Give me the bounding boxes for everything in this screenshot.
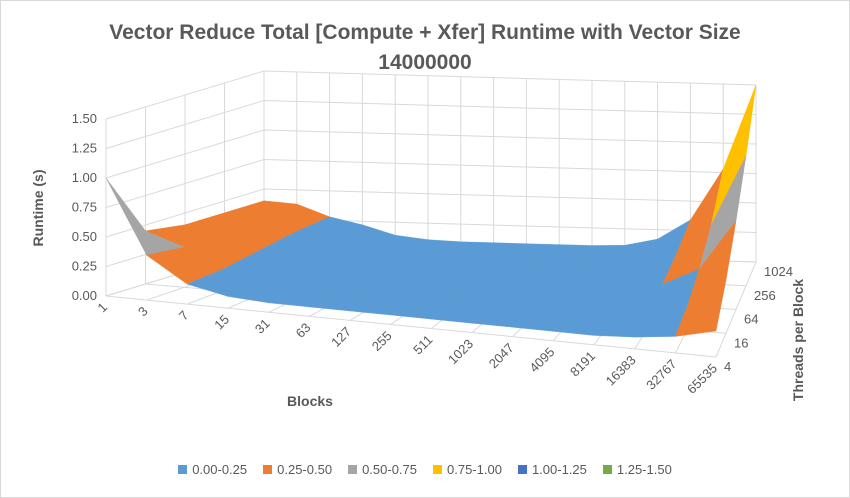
legend-item: 0.50-0.75 xyxy=(348,462,417,477)
x-tick-label: 63 xyxy=(293,320,314,341)
legend-item: 0.25-0.50 xyxy=(263,462,332,477)
x-tick-label: 2047 xyxy=(486,340,517,371)
x-tick-label: 1023 xyxy=(445,336,476,367)
x-tick-label: 127 xyxy=(328,324,354,350)
z-tick-label: 256 xyxy=(754,288,776,303)
x-tick-label: 511 xyxy=(410,332,435,357)
legend-label: 0.50-0.75 xyxy=(362,462,417,477)
surface-cell xyxy=(674,279,727,337)
x-axis-title: Blocks xyxy=(287,393,333,409)
y-tick-label: 1.50 xyxy=(72,111,97,126)
legend-label: 0.75-1.00 xyxy=(447,462,502,477)
legend-label: 0.00-0.25 xyxy=(192,462,248,477)
legend-swatch xyxy=(263,465,273,474)
y-tick-label: 0.75 xyxy=(72,200,97,215)
legend-label: 1.00-1.25 xyxy=(531,462,587,477)
y-tick-label: 1.00 xyxy=(72,170,97,185)
legend-swatch xyxy=(178,465,188,474)
y-tick-label: 0.25 xyxy=(72,259,97,274)
legend-item: 1.00-1.25 xyxy=(517,462,587,477)
legend-swatch xyxy=(348,465,358,474)
y-tick-label: 0.00 xyxy=(72,288,97,303)
gridline-floor-z xyxy=(105,295,717,358)
z-tick-label: 1024 xyxy=(764,264,793,279)
legend-item: 0.00-0.25 xyxy=(178,462,247,477)
x-tick-label: 7 xyxy=(176,308,192,324)
z-axis-title: Threads per Block xyxy=(790,279,806,401)
chart-title: Vector Reduce Total [Compute + Xfer] Run… xyxy=(109,21,741,74)
x-tick-label: 8191 xyxy=(567,348,598,379)
y-tick-label: 0.50 xyxy=(72,229,97,244)
z-tick-label: 64 xyxy=(744,312,758,327)
x-tick-label: 16383 xyxy=(603,352,639,388)
y-axis-title: Runtime (s) xyxy=(30,170,46,247)
legend-label: 0.25-0.50 xyxy=(277,462,333,477)
x-tick-label: 31 xyxy=(252,316,273,337)
x-tick-label: 65535 xyxy=(684,361,720,397)
legend: 0.00-0.25 0.25-0.50 0.50-0.75 0.75-1.00 1.00… xyxy=(0,462,850,477)
legend-label: 1.25-1.50 xyxy=(616,462,672,477)
y-tick-label: 1.25 xyxy=(72,141,97,156)
legend-item: 1.25-1.50 xyxy=(602,462,672,477)
x-tick-label: 1 xyxy=(94,300,110,316)
legend-item: 0.75-1.00 xyxy=(433,462,502,477)
x-tick-label: 15 xyxy=(211,312,232,333)
z-tick-label: 16 xyxy=(734,335,748,350)
z-tick-label: 4 xyxy=(724,359,731,374)
x-tick-label: 3 xyxy=(135,304,151,320)
legend-swatch xyxy=(517,465,527,474)
x-tick-label: 255 xyxy=(369,328,395,354)
x-tick-label: 4095 xyxy=(526,344,557,375)
x-tick-label: 32767 xyxy=(643,356,679,392)
legend-swatch xyxy=(433,465,442,474)
legend-swatch xyxy=(602,465,612,474)
